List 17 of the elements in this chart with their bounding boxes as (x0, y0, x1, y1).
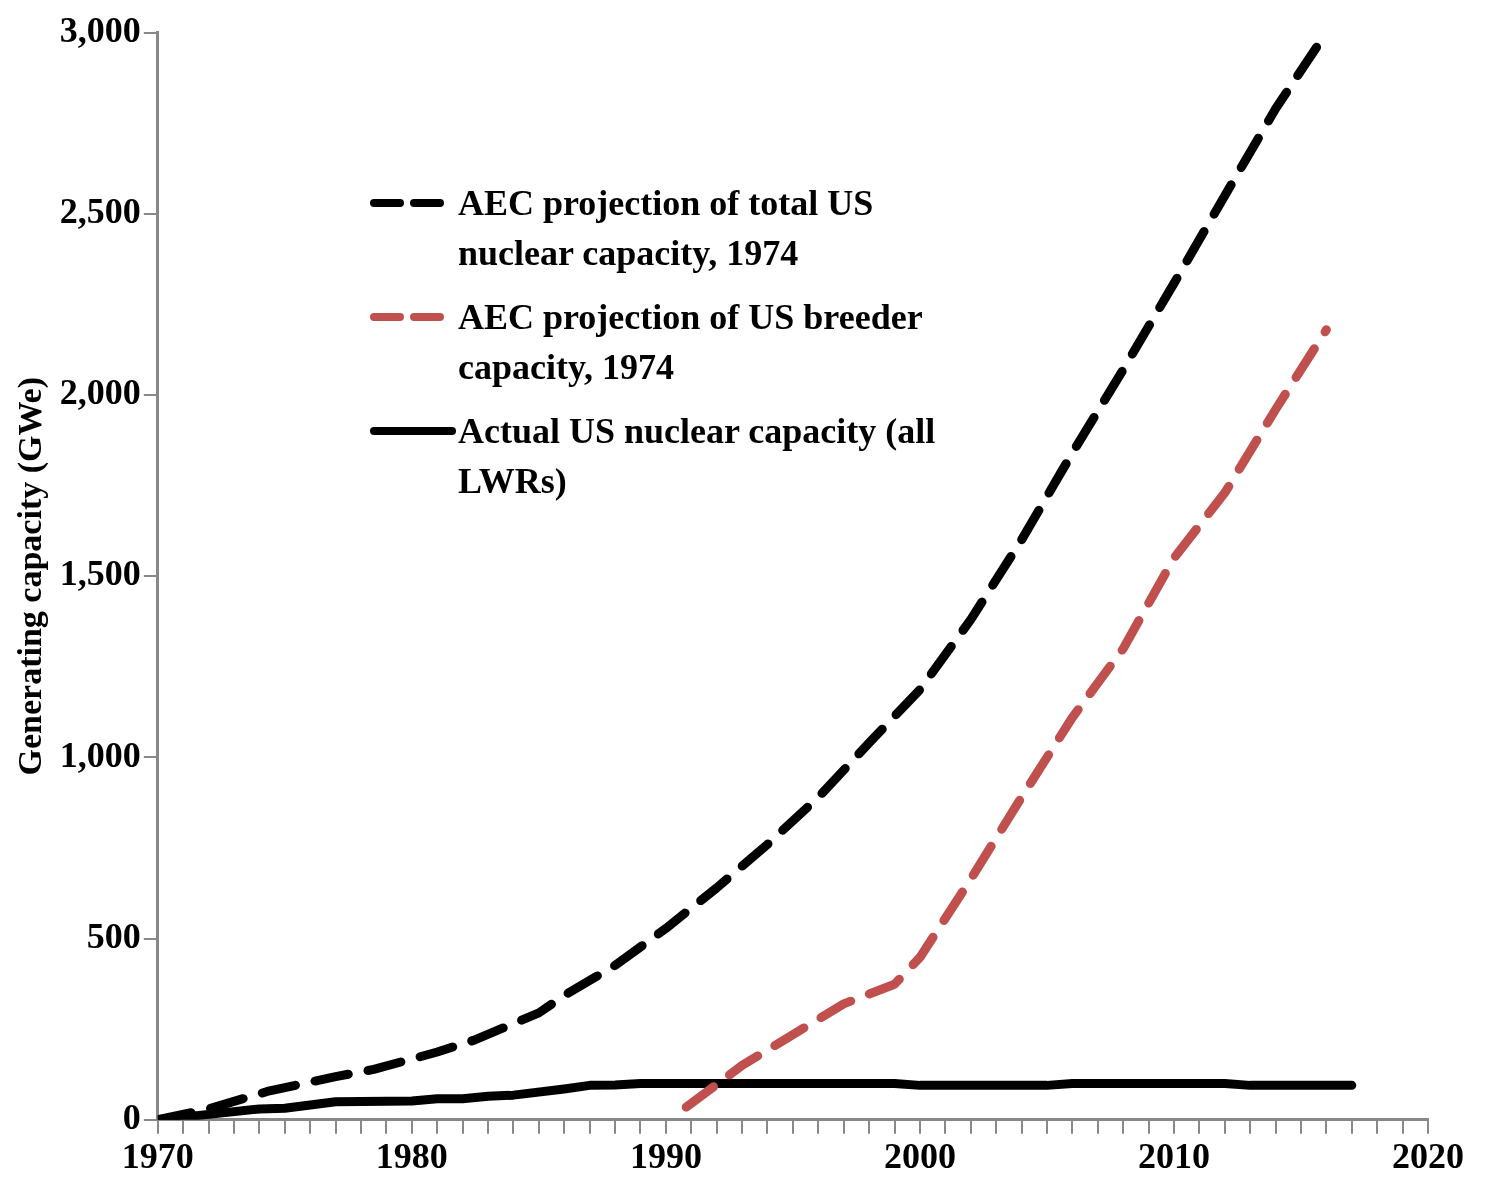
x-tick-label: 2010 (1137, 1135, 1210, 1176)
x-tick-label: 1990 (629, 1135, 702, 1176)
x-tick-label: 2000 (883, 1135, 956, 1176)
legend-label: AEC projection of total US nuclear capacity, 1974 (458, 182, 875, 275)
y-tick-label: 2,000 (59, 372, 141, 413)
x-tick-label: 1970 (121, 1135, 194, 1176)
y-axis-title: Generating capacity (GWe) (11, 376, 50, 776)
legend-label: Actual US nuclear capacity (all LWRs) (458, 410, 937, 503)
y-tick-label: 500 (86, 915, 141, 956)
y-tick-label: 2,500 (59, 191, 141, 232)
x-tick-label: 1980 (375, 1135, 448, 1176)
y-tick-label: 0 (122, 1097, 141, 1138)
y-tick-label: 3,000 (59, 9, 141, 50)
y-tick-label: 1,500 (59, 553, 141, 594)
legend-label: AEC projection of US breeder capacity, 1974 (458, 296, 923, 389)
x-tick-label: 2020 (1392, 1135, 1464, 1176)
y-tick-label: 1,000 (59, 734, 141, 775)
